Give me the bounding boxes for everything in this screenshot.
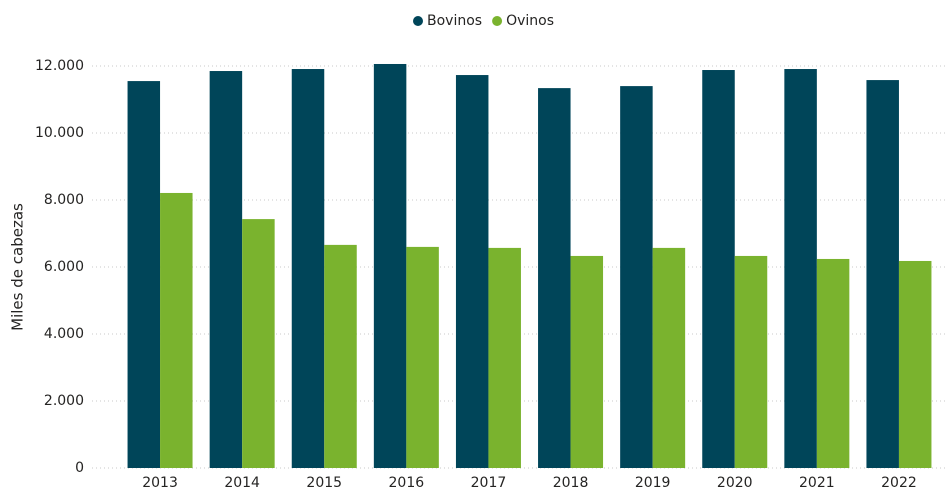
legend-marker [413, 16, 423, 26]
bar [160, 192, 193, 468]
bar [127, 81, 161, 468]
bar [620, 86, 653, 468]
legend-label: Bovinos [427, 13, 482, 29]
x-tick-label: 2019 [635, 475, 671, 490]
bar [406, 246, 439, 468]
x-tick-label: 2017 [471, 475, 507, 490]
bar [866, 80, 899, 468]
y-tick-label: 8.000 [44, 192, 84, 208]
y-tick-label: 10.000 [35, 125, 84, 141]
y-tick-label: 6.000 [44, 259, 84, 275]
bar [242, 219, 275, 468]
legend-label: Ovinos [506, 13, 554, 29]
y-tick-label: 0 [75, 460, 84, 476]
bar [784, 69, 817, 468]
bar [488, 247, 521, 468]
bar [570, 255, 604, 468]
legend-marker [492, 16, 503, 26]
bar [291, 69, 325, 468]
bar [652, 247, 686, 468]
y-tick-label: 12.000 [35, 58, 84, 74]
bar [898, 260, 932, 468]
legend: Bovinos Ovinos [413, 13, 554, 29]
bar [373, 63, 407, 469]
x-tick-label: 2016 [389, 475, 425, 490]
bar [209, 71, 243, 469]
x-tick-label: 2022 [881, 475, 917, 490]
x-tick-label: 2021 [799, 475, 835, 490]
bar [324, 244, 357, 468]
x-tick-label: 2018 [553, 475, 589, 490]
x-tick-label: 2015 [306, 475, 342, 490]
x-tick-label: 2014 [224, 475, 260, 490]
bar [538, 88, 571, 469]
bar [702, 70, 735, 469]
y-tick-label: 2.000 [44, 393, 84, 409]
x-tick-label: 2020 [717, 475, 753, 490]
bar [734, 255, 768, 468]
bar [455, 75, 489, 469]
x-tick-label: 2013 [142, 475, 178, 490]
y-tick-label: 4.000 [44, 326, 84, 342]
bar [816, 258, 850, 468]
y-axis-label: Miles de cabezas [9, 203, 27, 331]
